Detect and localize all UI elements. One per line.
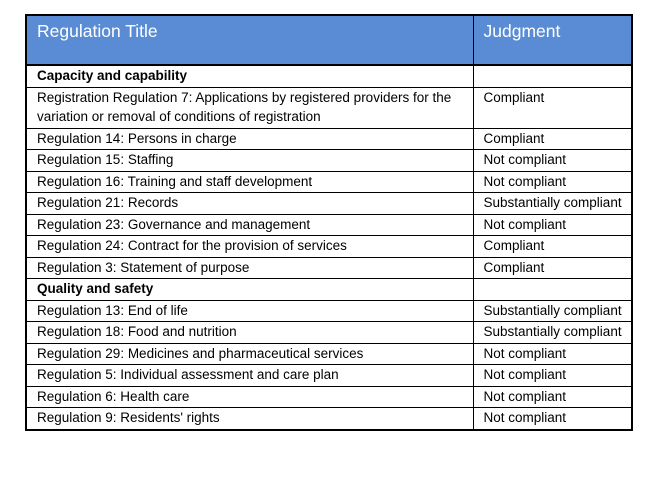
judgment-cell: Compliant bbox=[472, 86, 633, 129]
judgment-cell: Not compliant bbox=[472, 213, 633, 236]
table-row: Registration Regulation 7: Applications … bbox=[25, 86, 633, 129]
regulation-title-cell: Regulation 21: Records bbox=[25, 192, 474, 215]
table-row: Regulation 5: Individual assessment and … bbox=[25, 364, 633, 387]
judgment-cell: Substantially compliant bbox=[472, 299, 633, 322]
table-header-row: Regulation Title Judgment bbox=[25, 14, 633, 66]
judgment-cell: Substantially compliant bbox=[472, 192, 633, 215]
judgment-cell: Compliant bbox=[472, 127, 633, 150]
table-row: Regulation 23: Governance and management… bbox=[25, 213, 633, 236]
regulation-title-cell: Regulation 18: Food and nutrition bbox=[25, 321, 474, 344]
table-row: Regulation 6: Health care Not compliant bbox=[25, 385, 633, 408]
table-row: Regulation 3: Statement of purpose Compli… bbox=[25, 256, 633, 279]
table-row: Regulation 15: Staffing Not compliant bbox=[25, 149, 633, 172]
judgment-cell: Not compliant bbox=[472, 385, 633, 408]
table-row: Regulation 13: End of life Substantially … bbox=[25, 299, 633, 322]
column-header-regulation-title: Regulation Title bbox=[25, 14, 474, 66]
regulation-judgment-table: Regulation Title Judgment Capacity and c… bbox=[25, 14, 633, 431]
regulation-title-cell: Registration Regulation 7: Applications … bbox=[25, 86, 474, 129]
judgment-cell: Substantially compliant bbox=[472, 321, 633, 344]
judgment-cell bbox=[472, 64, 633, 88]
judgment-cell: Compliant bbox=[472, 235, 633, 258]
judgment-cell: Compliant bbox=[472, 256, 633, 279]
section-header-row: Quality and safety bbox=[25, 278, 633, 301]
table-row: Regulation 18: Food and nutrition Substan… bbox=[25, 321, 633, 344]
judgment-cell: Not compliant bbox=[472, 342, 633, 365]
regulation-title-cell: Regulation 3: Statement of purpose bbox=[25, 256, 474, 279]
regulation-title-cell: Regulation 9: Residents' rights bbox=[25, 407, 474, 430]
judgment-cell: Not compliant bbox=[472, 170, 633, 193]
regulation-title-cell: Regulation 23: Governance and management bbox=[25, 213, 474, 236]
judgment-cell: Not compliant bbox=[472, 364, 633, 387]
table-row: Regulation 24: Contract for the provisio… bbox=[25, 235, 633, 258]
table-row: Regulation 16: Training and staff develo… bbox=[25, 170, 633, 193]
regulation-title-cell: Regulation 5: Individual assessment and … bbox=[25, 364, 474, 387]
regulation-title-cell: Regulation 13: End of life bbox=[25, 299, 474, 322]
regulation-title-cell: Regulation 6: Health care bbox=[25, 385, 474, 408]
column-header-judgment: Judgment bbox=[472, 14, 633, 66]
table-row: Regulation 29: Medicines and pharmaceuti… bbox=[25, 342, 633, 365]
table-row: Regulation 9: Residents' rights Not compl… bbox=[25, 407, 633, 430]
judgment-cell bbox=[472, 278, 633, 301]
regulation-title-cell: Regulation 16: Training and staff develo… bbox=[25, 170, 474, 193]
regulation-title-cell: Quality and safety bbox=[25, 278, 474, 301]
table-body: Capacity and capability Registration Regu… bbox=[25, 64, 633, 430]
table-row: Regulation 14: Persons in charge Complian… bbox=[25, 127, 633, 150]
section-header-row: Capacity and capability bbox=[25, 64, 633, 88]
judgment-cell: Not compliant bbox=[472, 149, 633, 172]
regulation-title-cell: Regulation 15: Staffing bbox=[25, 149, 474, 172]
regulation-title-cell: Regulation 24: Contract for the provisio… bbox=[25, 235, 474, 258]
judgment-cell: Not compliant bbox=[472, 407, 633, 430]
regulation-title-cell: Regulation 14: Persons in charge bbox=[25, 127, 474, 150]
regulation-title-cell: Capacity and capability bbox=[25, 64, 474, 88]
table-row: Regulation 21: Records Substantially comp… bbox=[25, 192, 633, 215]
regulation-title-cell: Regulation 29: Medicines and pharmaceuti… bbox=[25, 342, 474, 365]
